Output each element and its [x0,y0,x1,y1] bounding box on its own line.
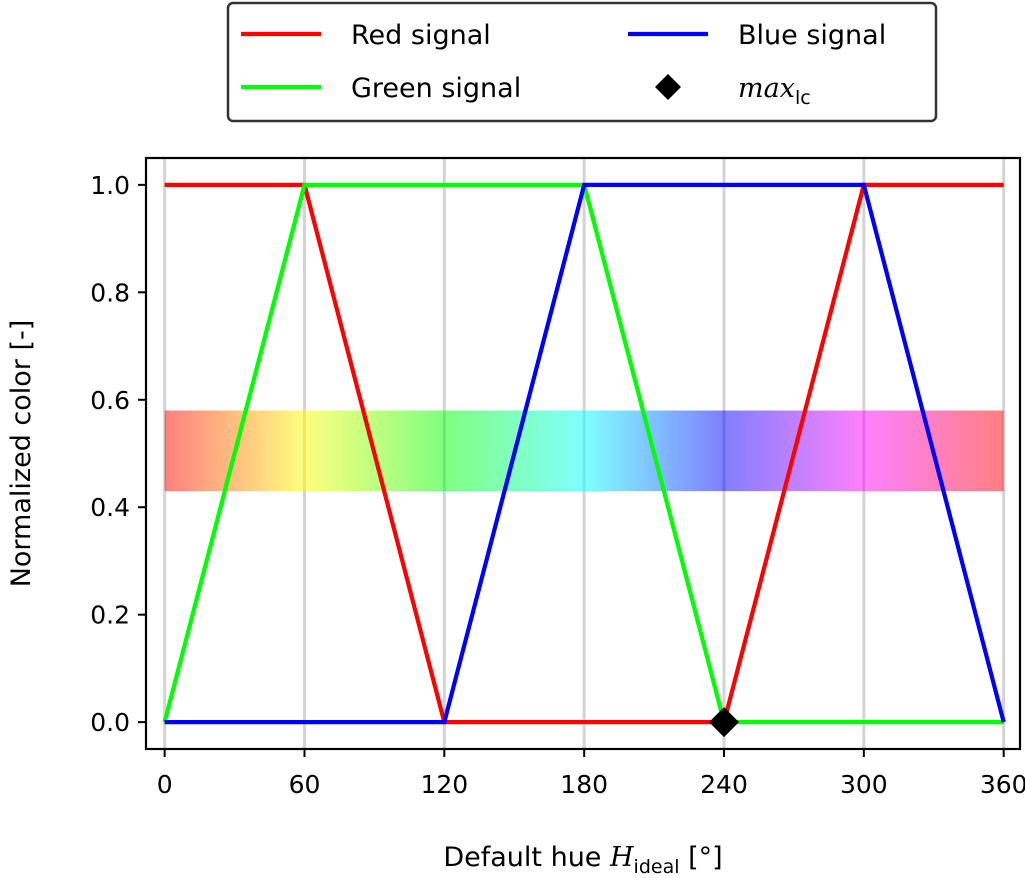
legend-label-green-signal: Green signal [351,73,521,104]
y-tick-label: 0.8 [90,278,130,307]
legend-label-red-signal: Red signal [351,20,491,51]
x-label-symbol: H [609,842,634,873]
x-tick-label: 360 [980,770,1025,799]
x-tick-label: 120 [420,770,468,799]
legend-label-blue-signal: Blue signal [738,20,886,51]
x-label-prefix: Default hue [443,842,610,873]
legend-swatch-max-lc [655,74,681,100]
y-tick-label: 0.0 [90,708,130,737]
x-tick-label: 240 [700,770,748,799]
legend-box [226,1,938,123]
x-label-subscript: ideal [634,856,680,878]
y-tick-label: 1.0 [90,171,130,200]
red-signal-line [164,182,1004,725]
x-tick-label: 0 [157,770,173,799]
x-label-suffix: [°] [680,842,723,873]
plot-frame [144,156,1022,751]
blue-signal-line [164,182,1006,725]
y-axis-label: Normalized color [-] [6,320,37,588]
y-tick-label: 0.6 [90,386,130,415]
y-tick-label: 0.4 [90,493,130,522]
series-lines [162,182,1006,725]
x-tick-label: 180 [560,770,608,799]
hue-band [164,410,1004,492]
max-lc-marker [709,707,740,738]
y-tick-label: 0.2 [90,601,130,630]
hue-gradient-band [164,410,1004,492]
legend: Red signal Green signal Blue signal maxlc [226,1,938,123]
x-axis-label: Default hue Hideal [°] [443,842,722,878]
max-marker [709,707,740,738]
x-tick-label: 60 [289,770,321,799]
legend-label-max-lc: maxlc [738,73,811,109]
axis-ticks: 0 60 120 180 240 300 360 0.0 0.2 0.4 0.6 0.8 1.0 [90,171,1025,799]
x-tick-label: 300 [840,770,888,799]
